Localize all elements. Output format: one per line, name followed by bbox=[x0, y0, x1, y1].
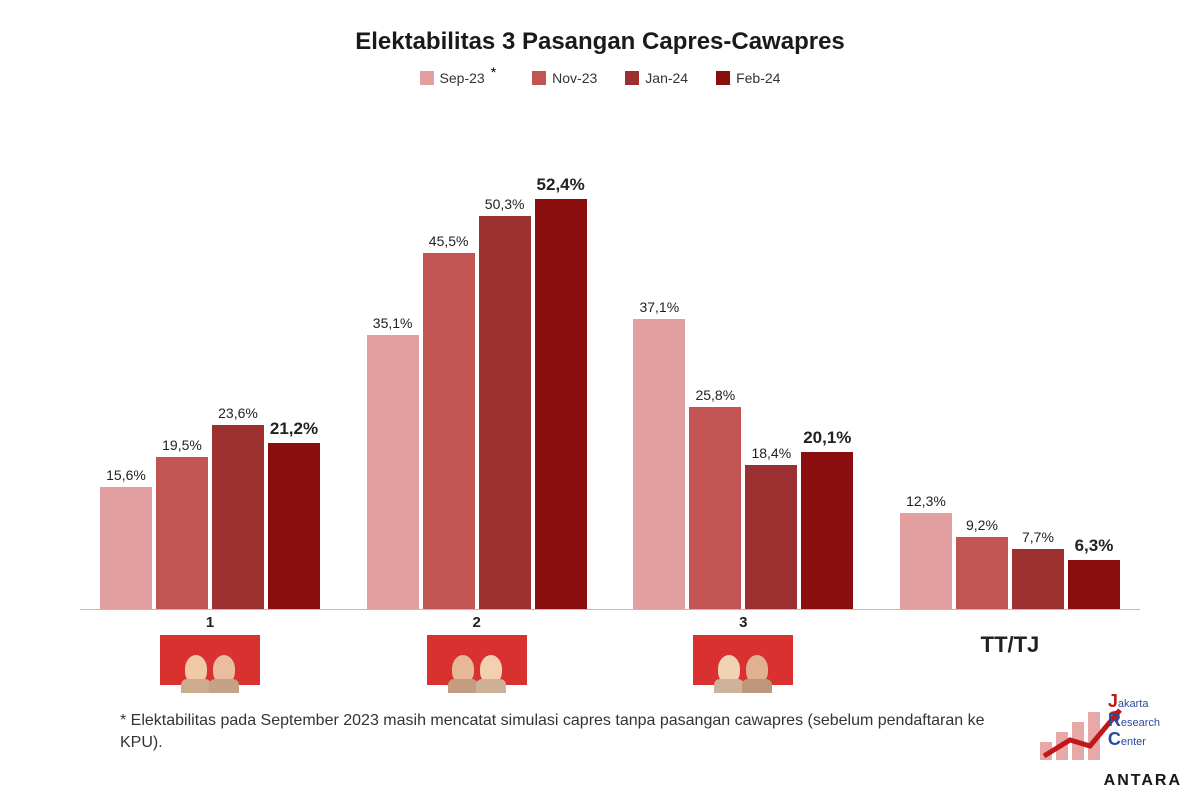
x-axis-number: 2 bbox=[472, 614, 480, 631]
bar-value-label: 15,6% bbox=[106, 467, 146, 483]
bar-value-label: 45,5% bbox=[429, 233, 469, 249]
bar bbox=[633, 319, 685, 609]
bar-group: 35,1% 45,5% 50,3% 52,4% bbox=[367, 150, 587, 609]
bar-value-label: 19,5% bbox=[162, 437, 202, 453]
bar-wrap: 52,4% bbox=[535, 150, 587, 609]
bar-value-label: 12,3% bbox=[906, 493, 946, 509]
bar-value-label: 35,1% bbox=[373, 315, 413, 331]
legend-label: Sep-23 bbox=[440, 70, 485, 86]
candidate-head-icon bbox=[480, 655, 502, 683]
bar-value-label: 50,3% bbox=[485, 196, 525, 212]
bar-wrap: 7,7% bbox=[1012, 150, 1064, 609]
legend-swatch bbox=[625, 71, 639, 85]
bar-wrap: 19,5% bbox=[156, 150, 208, 609]
x-axis-item: 2 bbox=[367, 614, 587, 685]
bar bbox=[1068, 560, 1120, 609]
legend-item: Nov-23 bbox=[532, 70, 597, 86]
bar bbox=[212, 425, 264, 610]
bar-wrap: 20,1% bbox=[801, 150, 853, 609]
footnote: * Elektabilitas pada September 2023 masi… bbox=[120, 710, 1020, 753]
chart-title: Elektabilitas 3 Pasangan Capres-Cawapres bbox=[0, 0, 1200, 56]
bar-wrap: 23,6% bbox=[212, 150, 264, 609]
legend-asterisk: * bbox=[491, 64, 496, 80]
x-axis-number: 3 bbox=[739, 614, 747, 631]
x-axis-item: 3 bbox=[633, 614, 853, 685]
bar bbox=[956, 537, 1008, 609]
bar bbox=[900, 513, 952, 609]
x-axis-item: TT/TJ bbox=[900, 614, 1120, 685]
bar-wrap: 9,2% bbox=[956, 150, 1008, 609]
bar-wrap: 12,3% bbox=[900, 150, 952, 609]
bar-value-label: 9,2% bbox=[966, 517, 998, 533]
bar-group: 37,1% 25,8% 18,4% 20,1% bbox=[633, 150, 853, 609]
legend-swatch bbox=[716, 71, 730, 85]
bar-wrap: 35,1% bbox=[367, 150, 419, 609]
candidate-head-icon bbox=[185, 655, 207, 683]
legend-item: Feb-24 bbox=[716, 70, 780, 86]
legend: Sep-23*Nov-23Jan-24Feb-24 bbox=[0, 70, 1200, 86]
bar-wrap: 18,4% bbox=[745, 150, 797, 609]
legend-label: Nov-23 bbox=[552, 70, 597, 86]
bar-value-label: 52,4% bbox=[537, 175, 585, 195]
bar bbox=[100, 487, 152, 609]
bar-wrap: 15,6% bbox=[100, 150, 152, 609]
bar bbox=[801, 452, 853, 609]
candidate-head-icon bbox=[213, 655, 235, 683]
x-axis-item: 1 bbox=[100, 614, 320, 685]
bar-wrap: 37,1% bbox=[633, 150, 685, 609]
legend-label: Feb-24 bbox=[736, 70, 780, 86]
bar-value-label: 7,7% bbox=[1022, 529, 1054, 545]
bar-group: 12,3% 9,2% 7,7% 6,3% bbox=[900, 150, 1120, 609]
bar-value-label: 25,8% bbox=[695, 387, 735, 403]
bar-value-label: 20,1% bbox=[803, 428, 851, 448]
bar bbox=[745, 465, 797, 609]
x-axis: 1 2 3 TT/TJ bbox=[80, 614, 1140, 685]
bar-value-label: 23,6% bbox=[218, 405, 258, 421]
legend-swatch bbox=[532, 71, 546, 85]
candidate-head-icon bbox=[452, 655, 474, 683]
candidate-photo-placeholder bbox=[693, 635, 793, 685]
bar-value-label: 18,4% bbox=[751, 445, 791, 461]
bar-wrap: 45,5% bbox=[423, 150, 475, 609]
bar bbox=[156, 457, 208, 609]
bar bbox=[423, 253, 475, 609]
candidate-photo-placeholder bbox=[427, 635, 527, 685]
bar bbox=[689, 407, 741, 609]
legend-item: Jan-24 bbox=[625, 70, 688, 86]
bar bbox=[1012, 549, 1064, 609]
bar bbox=[479, 216, 531, 609]
bar bbox=[268, 443, 320, 609]
bar-value-label: 6,3% bbox=[1075, 536, 1114, 556]
bar bbox=[367, 335, 419, 609]
bar-group: 15,6% 19,5% 23,6% 21,2% bbox=[100, 150, 320, 609]
chart-area: 15,6% 19,5% 23,6% 21,2% 35,1% 45,5% 50,3% 52,4%… bbox=[80, 150, 1140, 610]
x-axis-number: 1 bbox=[206, 614, 214, 631]
bar-wrap: 6,3% bbox=[1068, 150, 1120, 609]
bar-value-label: 37,1% bbox=[639, 299, 679, 315]
legend-item: Sep-23 bbox=[420, 70, 485, 86]
candidate-photo-placeholder bbox=[160, 635, 260, 685]
jrc-logo-text: Jakarta Research Center bbox=[1108, 692, 1160, 749]
bar-wrap: 25,8% bbox=[689, 150, 741, 609]
legend-swatch bbox=[420, 71, 434, 85]
bar-value-label: 21,2% bbox=[270, 419, 318, 439]
bar-wrap: 50,3% bbox=[479, 150, 531, 609]
bar-wrap: 21,2% bbox=[268, 150, 320, 609]
candidate-head-icon bbox=[718, 655, 740, 683]
jrc-logo: Jakarta Research Center bbox=[1040, 690, 1160, 760]
x-axis-label: TT/TJ bbox=[981, 632, 1040, 658]
legend-label: Jan-24 bbox=[645, 70, 688, 86]
candidate-head-icon bbox=[746, 655, 768, 683]
bar bbox=[535, 199, 587, 609]
watermark: ANTARA bbox=[1104, 772, 1182, 790]
